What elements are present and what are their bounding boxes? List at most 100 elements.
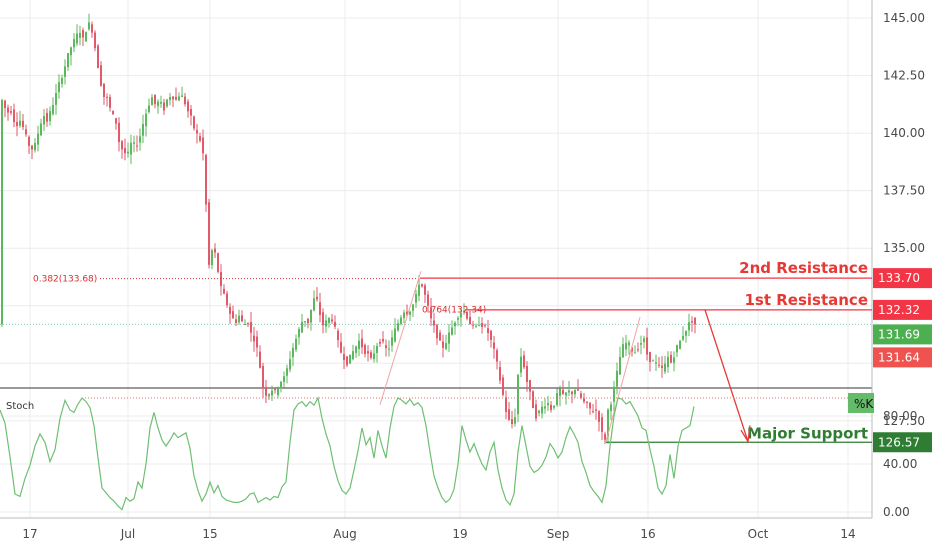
candle-body xyxy=(655,362,657,364)
candle-body xyxy=(118,122,120,143)
y-tick-label: 127.50 xyxy=(883,414,925,428)
candle-body xyxy=(370,352,372,358)
candle-body xyxy=(505,397,507,412)
candle-body xyxy=(133,142,135,144)
candle-body xyxy=(214,248,216,253)
candle-body xyxy=(4,100,6,109)
candle-body xyxy=(541,406,543,414)
candle-body xyxy=(61,78,63,84)
candle-body xyxy=(46,112,48,122)
candle-body xyxy=(427,294,429,306)
candle-body xyxy=(310,309,312,323)
candle-body xyxy=(481,323,483,327)
candle-body xyxy=(643,338,645,343)
candle-body xyxy=(664,363,666,372)
candle-body xyxy=(10,111,12,113)
candle-body xyxy=(670,355,672,363)
candle-body xyxy=(265,386,267,396)
candle-body xyxy=(544,406,546,409)
candle-body xyxy=(148,105,150,113)
candle-body xyxy=(145,113,147,127)
candle-body xyxy=(511,419,513,424)
candle-body xyxy=(289,359,291,370)
candle-body xyxy=(682,336,684,340)
y-tick-label: 135.00 xyxy=(883,241,925,255)
candle-body xyxy=(229,306,231,314)
candle-body xyxy=(523,355,525,368)
candle-body xyxy=(508,409,510,420)
stoch-k-line xyxy=(0,396,695,511)
candle-body xyxy=(442,341,444,348)
candle-body xyxy=(241,315,243,322)
candle-body xyxy=(202,137,204,154)
candle-body xyxy=(622,344,624,358)
candle-body xyxy=(454,322,456,327)
support-label: Major Support xyxy=(747,424,868,442)
candle-body xyxy=(673,357,675,363)
candle-body xyxy=(259,351,261,368)
candle-body xyxy=(280,381,282,389)
resistance-1-label: 1st Resistance xyxy=(744,291,868,309)
candle-body xyxy=(208,202,210,265)
candle-body xyxy=(661,365,663,368)
candles xyxy=(1,13,696,445)
candle-body xyxy=(352,351,354,360)
candle-body xyxy=(136,145,138,147)
candle-body xyxy=(349,354,351,364)
candle-body xyxy=(112,111,114,115)
x-tick-label: 16 xyxy=(640,527,655,541)
candle-body xyxy=(529,380,531,392)
projection-arrow-head xyxy=(740,425,751,444)
candle-body xyxy=(76,33,78,44)
candle-body xyxy=(535,404,537,419)
candle-body xyxy=(199,136,201,141)
candle-body xyxy=(676,345,678,353)
candle-body xyxy=(367,351,369,354)
candle-body xyxy=(637,349,639,351)
candle-body xyxy=(64,66,66,77)
candle-body xyxy=(322,312,324,326)
candle-body xyxy=(37,133,39,145)
candle-body xyxy=(616,370,618,387)
candle-body xyxy=(628,342,630,346)
candle-body xyxy=(331,319,333,322)
candle-body xyxy=(271,390,273,396)
candle-body xyxy=(55,93,57,105)
stoch-y-tick: 80.00 xyxy=(883,409,917,423)
candle-body xyxy=(154,94,156,105)
candle-body xyxy=(601,417,603,432)
fib-swing-line xyxy=(379,271,422,405)
candle-body xyxy=(79,32,81,39)
candle-body xyxy=(388,348,390,350)
candle-body xyxy=(532,391,534,409)
candle-body xyxy=(34,142,36,151)
candle-body xyxy=(364,344,366,355)
candle-body xyxy=(232,311,234,319)
candle-body xyxy=(577,389,579,391)
candle-body xyxy=(445,343,447,349)
candle-body xyxy=(115,118,117,124)
candle-body xyxy=(175,96,177,100)
candle-body xyxy=(463,311,465,313)
candle-body xyxy=(13,109,15,123)
candle-body xyxy=(385,345,387,349)
x-tick-label: 19 xyxy=(452,527,467,541)
candle-body xyxy=(286,368,288,376)
candle-body xyxy=(406,311,408,315)
candle-body xyxy=(484,325,486,327)
candle-body xyxy=(169,97,171,101)
candle-body xyxy=(226,293,228,306)
candle-body xyxy=(139,136,141,143)
candle-body xyxy=(91,24,93,33)
candle-body xyxy=(301,321,303,333)
candle-body xyxy=(688,322,690,331)
candle-body xyxy=(460,312,462,318)
y-tick-label: 145.00 xyxy=(883,11,925,25)
candle-body xyxy=(334,321,336,327)
candle-body xyxy=(205,155,207,205)
candle-body xyxy=(223,288,225,294)
fib-0764-label: 0.764(132.34) xyxy=(422,305,486,315)
candle-body xyxy=(151,97,153,106)
